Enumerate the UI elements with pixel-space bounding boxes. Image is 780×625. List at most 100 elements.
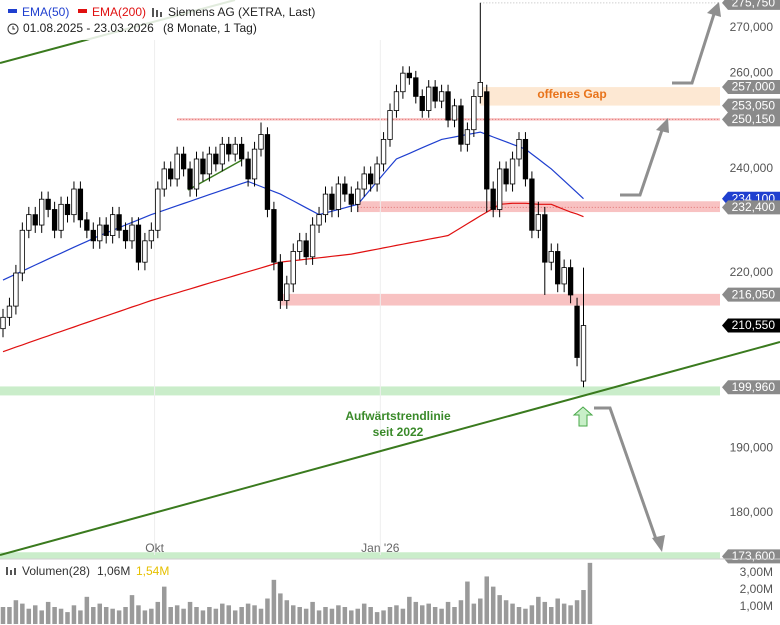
candle-body	[548, 251, 554, 263]
volume-bar	[200, 610, 206, 624]
volume-bar	[116, 610, 122, 624]
volume-bar	[374, 612, 380, 624]
candle-body	[316, 214, 322, 226]
candle-body	[187, 168, 193, 190]
volume-bar	[232, 610, 238, 624]
arrowhead	[652, 535, 665, 552]
candle-body	[26, 214, 32, 231]
volume-bar	[7, 607, 12, 624]
volume-bar	[394, 605, 399, 624]
volume-bar	[381, 610, 386, 624]
volume-bar	[361, 603, 367, 624]
price-tag	[722, 112, 780, 127]
candle-body	[251, 148, 258, 180]
candle-body	[0, 316, 6, 330]
volume-bar	[516, 607, 522, 624]
volume-bar	[265, 598, 270, 624]
volume-bar	[368, 607, 373, 624]
volume-bar	[129, 595, 135, 624]
zone	[480, 87, 720, 106]
candle-body	[561, 267, 567, 285]
candle-body	[509, 158, 516, 185]
volume-bar	[484, 576, 490, 624]
volume-tick-label: 1,00M	[740, 599, 773, 613]
price-tag-label: 216,050	[732, 287, 776, 301]
candle-body	[97, 224, 103, 242]
x-tick-label: Jan '26	[361, 541, 400, 555]
volume-bar	[0, 607, 6, 624]
candle-body	[542, 214, 548, 263]
volume-bar	[161, 586, 167, 624]
candle-body	[503, 168, 509, 185]
candle-body	[13, 272, 19, 307]
candle-body	[348, 193, 354, 205]
candle-body	[64, 203, 71, 216]
annotation: Aufwärtstrendlinie	[345, 409, 451, 423]
volume-bar	[239, 607, 244, 624]
candle-body	[535, 214, 542, 231]
price-tag	[722, 549, 780, 564]
price-tag-label: 232,400	[732, 200, 776, 214]
period: (8 Monate, 1 Tag)	[163, 21, 257, 35]
volume-bar	[523, 608, 528, 624]
candle-body	[567, 267, 574, 296]
candle-body	[361, 173, 367, 190]
candle-body	[206, 153, 213, 175]
volume-bar	[65, 612, 70, 624]
candle-body	[522, 138, 529, 180]
y-tick-label: 190,000	[730, 441, 774, 455]
volume-bar	[252, 605, 257, 624]
arrowhead	[656, 118, 669, 133]
volume-bar	[20, 603, 25, 624]
volume-bar	[529, 605, 535, 624]
volume-bar	[497, 595, 502, 624]
volume-tick-label: 3,00M	[740, 565, 773, 579]
price-tag	[722, 318, 780, 333]
candle-body	[168, 168, 174, 180]
volume-bar	[226, 605, 232, 624]
candle-body	[155, 188, 161, 231]
volume-bar	[342, 607, 348, 624]
zone	[0, 552, 720, 559]
price-tag	[722, 380, 780, 395]
volume-bar	[387, 607, 393, 624]
candle-body	[245, 158, 251, 180]
candle-body	[135, 224, 142, 263]
arrowhead	[707, 2, 721, 17]
volume-bar	[52, 607, 57, 624]
candle-body	[271, 209, 277, 263]
zone	[0, 386, 720, 396]
candle-body	[426, 86, 432, 111]
volume-bar	[278, 593, 283, 624]
candle-body	[51, 209, 58, 231]
volume-bar	[174, 605, 180, 624]
volume-bar	[207, 607, 212, 624]
volume-bar	[471, 603, 477, 624]
volume-bar	[445, 601, 451, 624]
volume-bar	[426, 603, 431, 624]
candle-body	[90, 229, 96, 242]
candle-body	[458, 105, 464, 145]
bars-icon	[152, 8, 162, 17]
candle-body	[387, 110, 393, 140]
volume-bar	[419, 605, 425, 624]
volume-bar	[271, 579, 277, 624]
y-tick-label: 180,000	[730, 505, 774, 519]
volume-bar	[310, 601, 315, 624]
candle-body	[329, 193, 335, 210]
date-range: 01.08.2025 - 23.03.2026	[23, 21, 154, 35]
candle-body	[484, 91, 490, 190]
price-tag-label: 210,550	[732, 318, 776, 332]
y-tick-label: 260,000	[730, 65, 774, 79]
volume-average: 1,06M	[97, 564, 130, 578]
volume-icon	[10, 570, 12, 575]
candle-body	[529, 178, 535, 231]
clock-icon	[7, 23, 19, 35]
volume-bar	[323, 607, 328, 624]
candle-body	[232, 143, 238, 155]
candle-body	[419, 96, 425, 111]
volume-bar	[58, 608, 64, 624]
annotation: seit 2022	[373, 425, 424, 439]
y-tick-label: 240,000	[730, 161, 774, 175]
chart-title: Siemens AG (XETRA, Last)	[168, 5, 315, 19]
